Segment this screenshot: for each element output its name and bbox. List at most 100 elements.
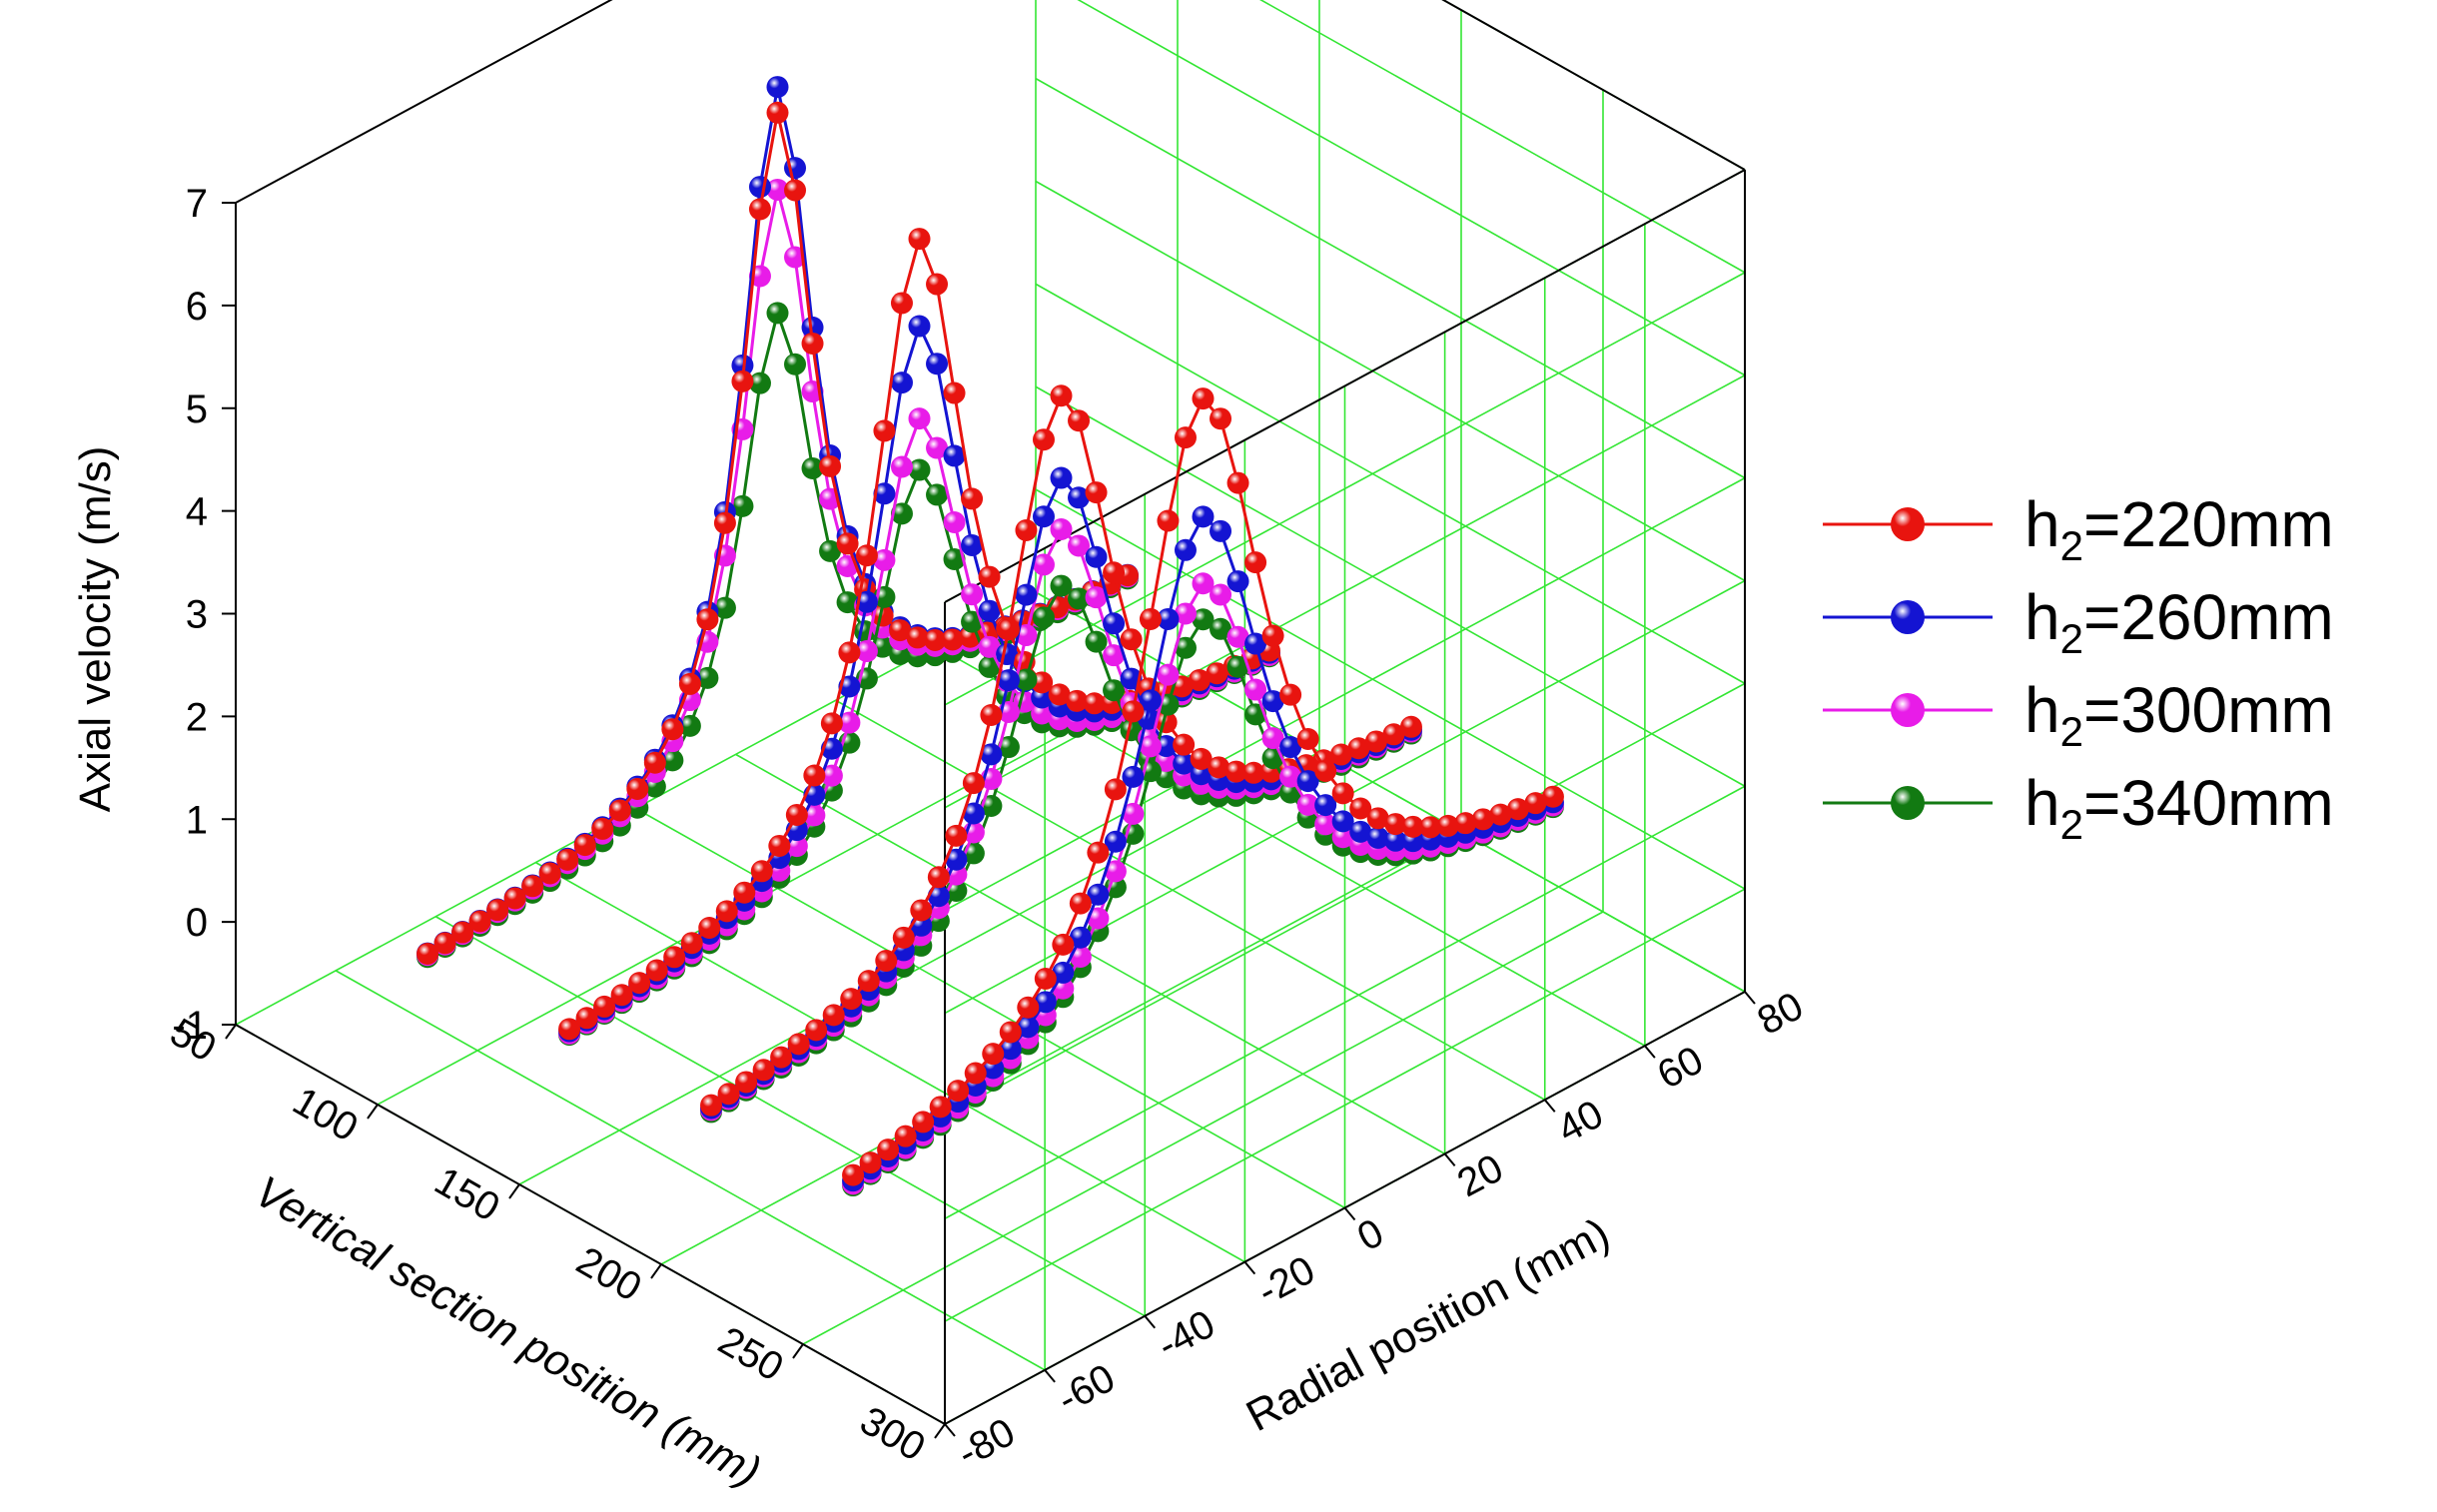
data-point [941, 628, 964, 651]
data-point [678, 714, 701, 737]
data-point [838, 711, 861, 734]
data-point [1192, 608, 1215, 631]
data-point [945, 848, 968, 871]
grid-line [1077, 0, 1746, 377]
data-point [1087, 883, 1110, 906]
data-point [1052, 961, 1075, 984]
data-point [591, 817, 614, 840]
grid-line [835, 699, 1546, 1101]
data-point [663, 946, 686, 969]
data-point [1157, 663, 1180, 686]
data-point [1190, 747, 1213, 770]
data-point [1139, 607, 1162, 630]
data-point [1436, 814, 1459, 837]
grid-line [534, 861, 1245, 1263]
data-point [1210, 407, 1232, 430]
data-point [1188, 669, 1211, 692]
grid-line [1035, 283, 1746, 685]
z-tick-label: 2 [186, 695, 208, 739]
data-point [1279, 765, 1302, 788]
data-point [1122, 802, 1145, 825]
data-point [766, 178, 789, 201]
data-point [803, 764, 826, 787]
data-point [801, 316, 824, 339]
data-point [451, 921, 474, 944]
data-point [1122, 765, 1145, 788]
data-point [997, 618, 1020, 641]
data-point [838, 641, 861, 664]
data-point [927, 866, 950, 889]
data-point [696, 666, 719, 689]
data-point [1104, 860, 1127, 883]
data-point [1210, 617, 1232, 640]
data-point [1173, 752, 1196, 775]
data-point [1506, 798, 1529, 821]
data-point [961, 487, 984, 510]
tick-mark [1543, 1099, 1556, 1113]
data-point [1382, 723, 1405, 746]
data-point [842, 1163, 865, 1186]
data-point [1314, 759, 1337, 782]
data-point [943, 510, 966, 533]
tick-mark [1343, 1206, 1356, 1221]
data-point [698, 917, 721, 940]
data-point [926, 483, 949, 506]
data-point [1314, 794, 1337, 817]
data-point [1242, 761, 1265, 784]
tick-mark [1644, 1045, 1656, 1059]
data-point [1103, 644, 1126, 667]
grid-line [944, 272, 1746, 706]
data-point [784, 246, 807, 269]
data-point [1103, 561, 1126, 584]
data-point [1174, 602, 1197, 625]
data-point [908, 228, 931, 251]
data-point [610, 984, 633, 1007]
data-point [926, 436, 949, 459]
data-point [1226, 655, 1249, 678]
data-point [575, 1007, 598, 1030]
data-point [700, 1094, 723, 1117]
data-point [1174, 426, 1197, 449]
data-point [875, 950, 898, 973]
data-point [1419, 816, 1442, 839]
x-tick-label: 250 [711, 1318, 791, 1389]
legend-item: h2=260mm [1823, 581, 2334, 662]
data-point [645, 959, 668, 982]
data-point [1331, 810, 1354, 833]
data-point [961, 533, 984, 556]
data-point [1085, 481, 1108, 504]
z-tick-label: 5 [186, 387, 208, 431]
data-point [1296, 793, 1319, 816]
tick-mark [225, 1024, 237, 1040]
data-point [855, 544, 878, 567]
data-point [855, 640, 878, 663]
data-point [1192, 572, 1215, 595]
y-tick-label: -20 [1250, 1248, 1322, 1314]
data-point [1085, 545, 1108, 568]
data-point [820, 712, 843, 735]
data-point [1206, 662, 1228, 685]
data-point [926, 273, 949, 296]
grid-line [635, 807, 1345, 1209]
data-point [1050, 517, 1073, 540]
data-point [785, 803, 808, 826]
data-point [713, 511, 736, 534]
tick-mark [367, 1104, 379, 1120]
data-point [997, 736, 1020, 759]
data-point [768, 834, 791, 857]
data-point [1174, 636, 1197, 659]
grid-line [1035, 591, 1746, 993]
data-point [890, 372, 913, 394]
data-point [1399, 715, 1422, 738]
data-point [1032, 505, 1055, 528]
z-axis-title: Axial velocity (m/s) [71, 446, 120, 813]
data-point [822, 1004, 845, 1027]
data-point [1366, 826, 1389, 849]
data-point [943, 547, 966, 570]
data-point [836, 591, 859, 614]
data-point [1015, 518, 1038, 541]
legend-label: h2=220mm [2025, 488, 2334, 569]
data-point [1331, 826, 1354, 849]
tick-mark [1744, 991, 1756, 1005]
data-point [999, 1038, 1022, 1061]
